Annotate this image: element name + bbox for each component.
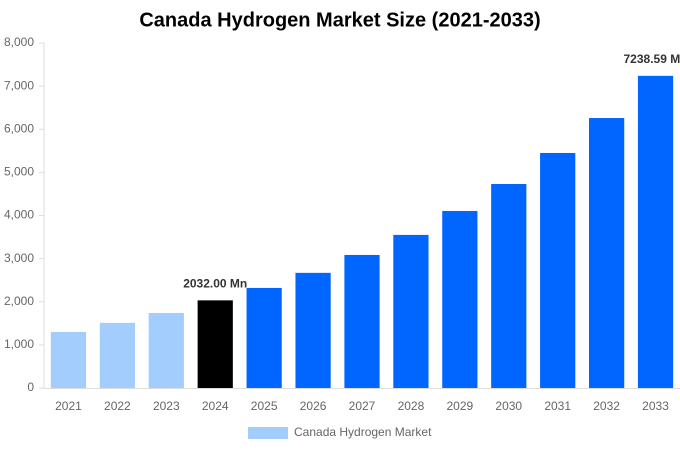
bar (246, 287, 282, 388)
y-tick-label: 1,000 (4, 337, 34, 351)
bar (442, 210, 478, 388)
x-tick-label: 2021 (55, 399, 82, 413)
x-tick-label: 2025 (251, 399, 278, 413)
y-tick-label: 4,000 (4, 208, 34, 222)
legend-label: Canada Hydrogen Market (294, 425, 432, 439)
chart-title: Canada Hydrogen Market Size (2021-2033) (139, 9, 540, 31)
x-tick-label: 2023 (153, 399, 180, 413)
data-label: 7238.59 Mn (624, 52, 680, 66)
y-tick-label: 0 (27, 380, 34, 394)
bar (50, 331, 87, 388)
y-tick-label: 6,000 (4, 121, 34, 135)
x-tick-label: 2031 (544, 399, 571, 413)
y-tick-label: 2,000 (4, 294, 34, 308)
bar (491, 184, 527, 388)
y-tick-label: 7,000 (4, 78, 34, 92)
x-tick-label: 2022 (104, 399, 131, 413)
x-tick-label: 2029 (446, 399, 473, 413)
x-tick-label: 2026 (300, 399, 327, 413)
bar (344, 254, 380, 388)
y-tick-label: 5,000 (4, 165, 34, 179)
legend-swatch (248, 427, 288, 439)
bar (99, 322, 135, 388)
bar (637, 75, 674, 388)
y-tick-label: 8,000 (4, 35, 34, 49)
bar (295, 272, 331, 388)
x-tick-label: 2032 (593, 399, 620, 413)
data-label: 2032.00 Mn (183, 277, 247, 291)
x-tick-label: 2024 (202, 399, 229, 413)
bar (393, 234, 429, 388)
x-tick-label: 2028 (398, 399, 425, 413)
x-tick-label: 2030 (495, 399, 522, 413)
y-tick-label: 3,000 (4, 251, 34, 265)
x-tick-label: 2033 (642, 399, 669, 413)
bar (540, 152, 576, 388)
bar (589, 118, 625, 388)
bar (148, 312, 184, 388)
x-tick-label: 2027 (349, 399, 376, 413)
bar (197, 300, 233, 388)
